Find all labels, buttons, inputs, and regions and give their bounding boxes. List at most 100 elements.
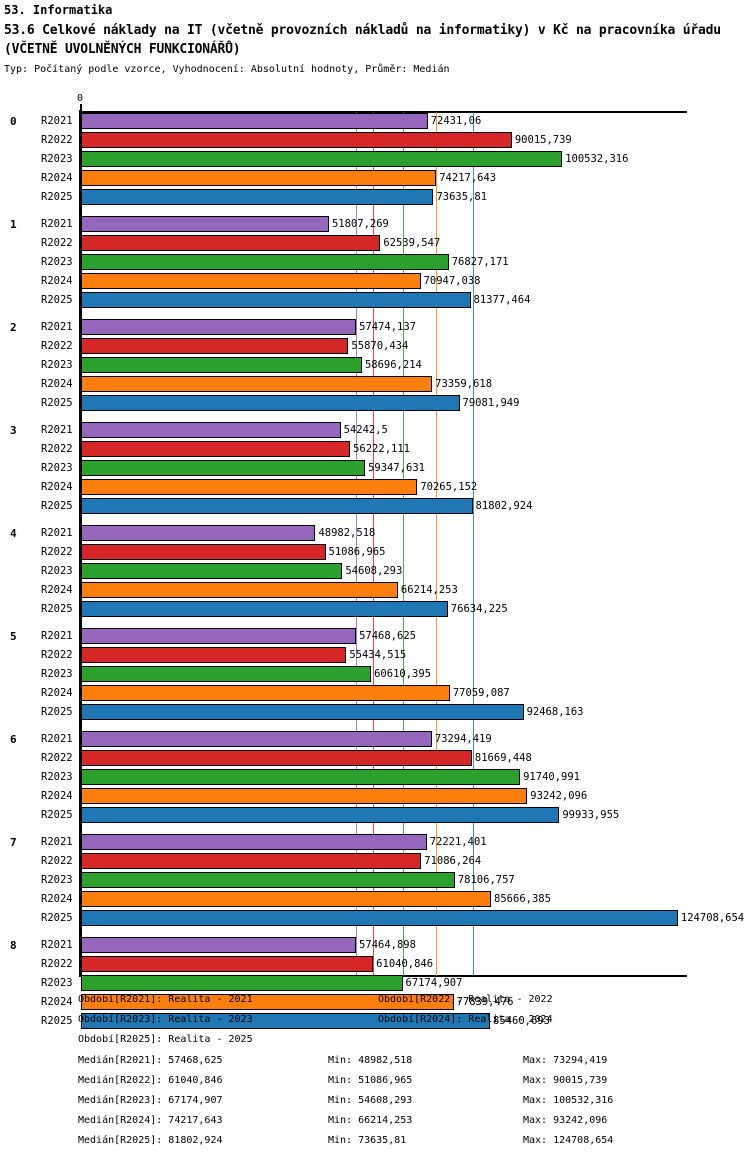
bar-value-label: 77839,476	[456, 996, 514, 1008]
bar-row-label: R2023	[41, 565, 73, 577]
group-index-label: 0	[10, 115, 17, 128]
bar-r2021[interactable]	[81, 319, 357, 335]
bar-r2024[interactable]	[81, 788, 528, 804]
bar-row-label: R2021	[41, 733, 73, 745]
bar-r2025[interactable]	[81, 704, 524, 720]
bar-row-label: R2022	[41, 134, 73, 146]
bar-r2025[interactable]	[81, 910, 678, 926]
bar-value-label: 54242,5	[343, 424, 388, 436]
bar-r2023[interactable]	[81, 975, 403, 991]
bar-r2022[interactable]	[81, 956, 374, 972]
bar-value-label: 56222,111	[353, 443, 410, 455]
bar-r2022[interactable]	[81, 647, 347, 663]
bar-row-label: R2022	[41, 752, 73, 764]
bar-row-label: R2021	[41, 939, 73, 951]
bar-r2024[interactable]	[81, 273, 421, 289]
bar-r2025[interactable]	[81, 1013, 491, 1029]
legend-median-value: Medián[R2025]: 81802,924	[78, 1135, 223, 1146]
legend-min-value: Min: 54608,293	[328, 1095, 413, 1106]
bar-value-label: 77059,087	[452, 687, 510, 699]
bar-value-label: 55870,434	[351, 340, 409, 352]
bar-r2025[interactable]	[81, 601, 448, 617]
bar-r2025[interactable]	[81, 807, 560, 823]
legend-median-value: Medián[R2022]: 61040,846	[78, 1075, 223, 1086]
bar-r2021[interactable]	[81, 937, 357, 953]
bar-row-label: R2025	[41, 294, 73, 306]
bar-r2023[interactable]	[81, 769, 521, 785]
bar-r2024[interactable]	[81, 685, 450, 701]
bar-value-label: 74217,643	[439, 172, 497, 184]
bar-row-label: R2025	[41, 912, 73, 924]
plot-top-axis-line	[81, 111, 687, 113]
bar-value-label: 81802,924	[475, 500, 533, 512]
bar-row-label: R2025	[41, 706, 73, 718]
chart-subtitle: Typ: Počítaný podle vzorce, Vyhodnocení:…	[4, 64, 450, 75]
bar-value-label: 51086,965	[328, 546, 386, 558]
legend-max-value: Max: 124708,654	[523, 1135, 614, 1146]
bar-r2021[interactable]	[81, 216, 329, 232]
bar-r2025[interactable]	[81, 395, 460, 411]
bar-r2023[interactable]	[81, 357, 362, 373]
bar-row-label: R2023	[41, 977, 73, 989]
x-axis-zero-tick-label: 0	[77, 93, 84, 104]
bar-r2023[interactable]	[81, 460, 366, 476]
bar-r2024[interactable]	[81, 479, 418, 495]
bar-row-label: R2024	[41, 172, 73, 184]
bar-row-label: R2021	[41, 424, 73, 436]
bar-r2023[interactable]	[81, 254, 449, 270]
bar-r2022[interactable]	[81, 441, 351, 457]
bar-row-label: R2024	[41, 275, 73, 287]
bar-value-label: 76634,225	[450, 603, 508, 615]
bar-r2024[interactable]	[81, 994, 454, 1010]
bar-r2024[interactable]	[81, 582, 398, 598]
bar-row-label: R2025	[41, 603, 73, 615]
bar-row-label: R2022	[41, 958, 73, 970]
bar-r2021[interactable]	[81, 731, 432, 747]
bar-value-label: 100532,316	[565, 153, 629, 165]
bar-value-label: 81669,448	[474, 752, 532, 764]
bar-r2022[interactable]	[81, 235, 381, 251]
median-line-r2025	[472, 112, 474, 976]
bar-r2023[interactable]	[81, 666, 372, 682]
bar-r2023[interactable]	[81, 563, 343, 579]
bar-row-label: R2023	[41, 874, 73, 886]
bar-r2025[interactable]	[81, 498, 473, 514]
bar-r2024[interactable]	[81, 376, 433, 392]
bar-row-label: R2024	[41, 378, 73, 390]
median-line-r2024	[436, 112, 438, 976]
bar-r2023[interactable]	[81, 872, 455, 888]
bar-row-label: R2025	[41, 1015, 73, 1027]
bar-r2022[interactable]	[81, 544, 326, 560]
bar-value-label: 73294,419	[434, 733, 492, 745]
bar-r2022[interactable]	[81, 750, 472, 766]
bar-r2024[interactable]	[81, 170, 437, 186]
bar-value-label: 90015,739	[514, 134, 572, 146]
legend-period-item: Období[R2022]: Realita - 2022	[378, 994, 553, 1005]
bar-r2021[interactable]	[81, 422, 341, 438]
bar-r2022[interactable]	[81, 853, 422, 869]
bar-row-label: R2023	[41, 256, 73, 268]
bar-r2021[interactable]	[81, 525, 316, 541]
bar-row-label: R2024	[41, 584, 73, 596]
bar-r2025[interactable]	[81, 292, 471, 308]
bar-row-label: R2022	[41, 649, 73, 661]
bar-r2021[interactable]	[81, 628, 357, 644]
bar-r2021[interactable]	[81, 113, 428, 129]
bar-r2025[interactable]	[81, 189, 434, 205]
bar-r2021[interactable]	[81, 834, 427, 850]
bar-value-label: 70265,152	[420, 481, 478, 493]
bar-value-label: 76827,171	[451, 256, 509, 268]
legend-max-value: Max: 73294,419	[523, 1055, 608, 1066]
legend-period-item: Období[R2023]: Realita - 2023	[78, 1014, 253, 1025]
bar-row-label: R2025	[41, 500, 73, 512]
bar-r2022[interactable]	[81, 132, 512, 148]
bar-value-label: 55434,515	[349, 649, 407, 661]
bar-r2024[interactable]	[81, 891, 492, 907]
bar-value-label: 73359,618	[435, 378, 493, 390]
bar-r2022[interactable]	[81, 338, 349, 354]
bar-row-label: R2024	[41, 996, 73, 1008]
median-line-r2022	[373, 112, 375, 976]
bar-r2023[interactable]	[81, 151, 563, 167]
group-index-label: 2	[10, 321, 17, 334]
